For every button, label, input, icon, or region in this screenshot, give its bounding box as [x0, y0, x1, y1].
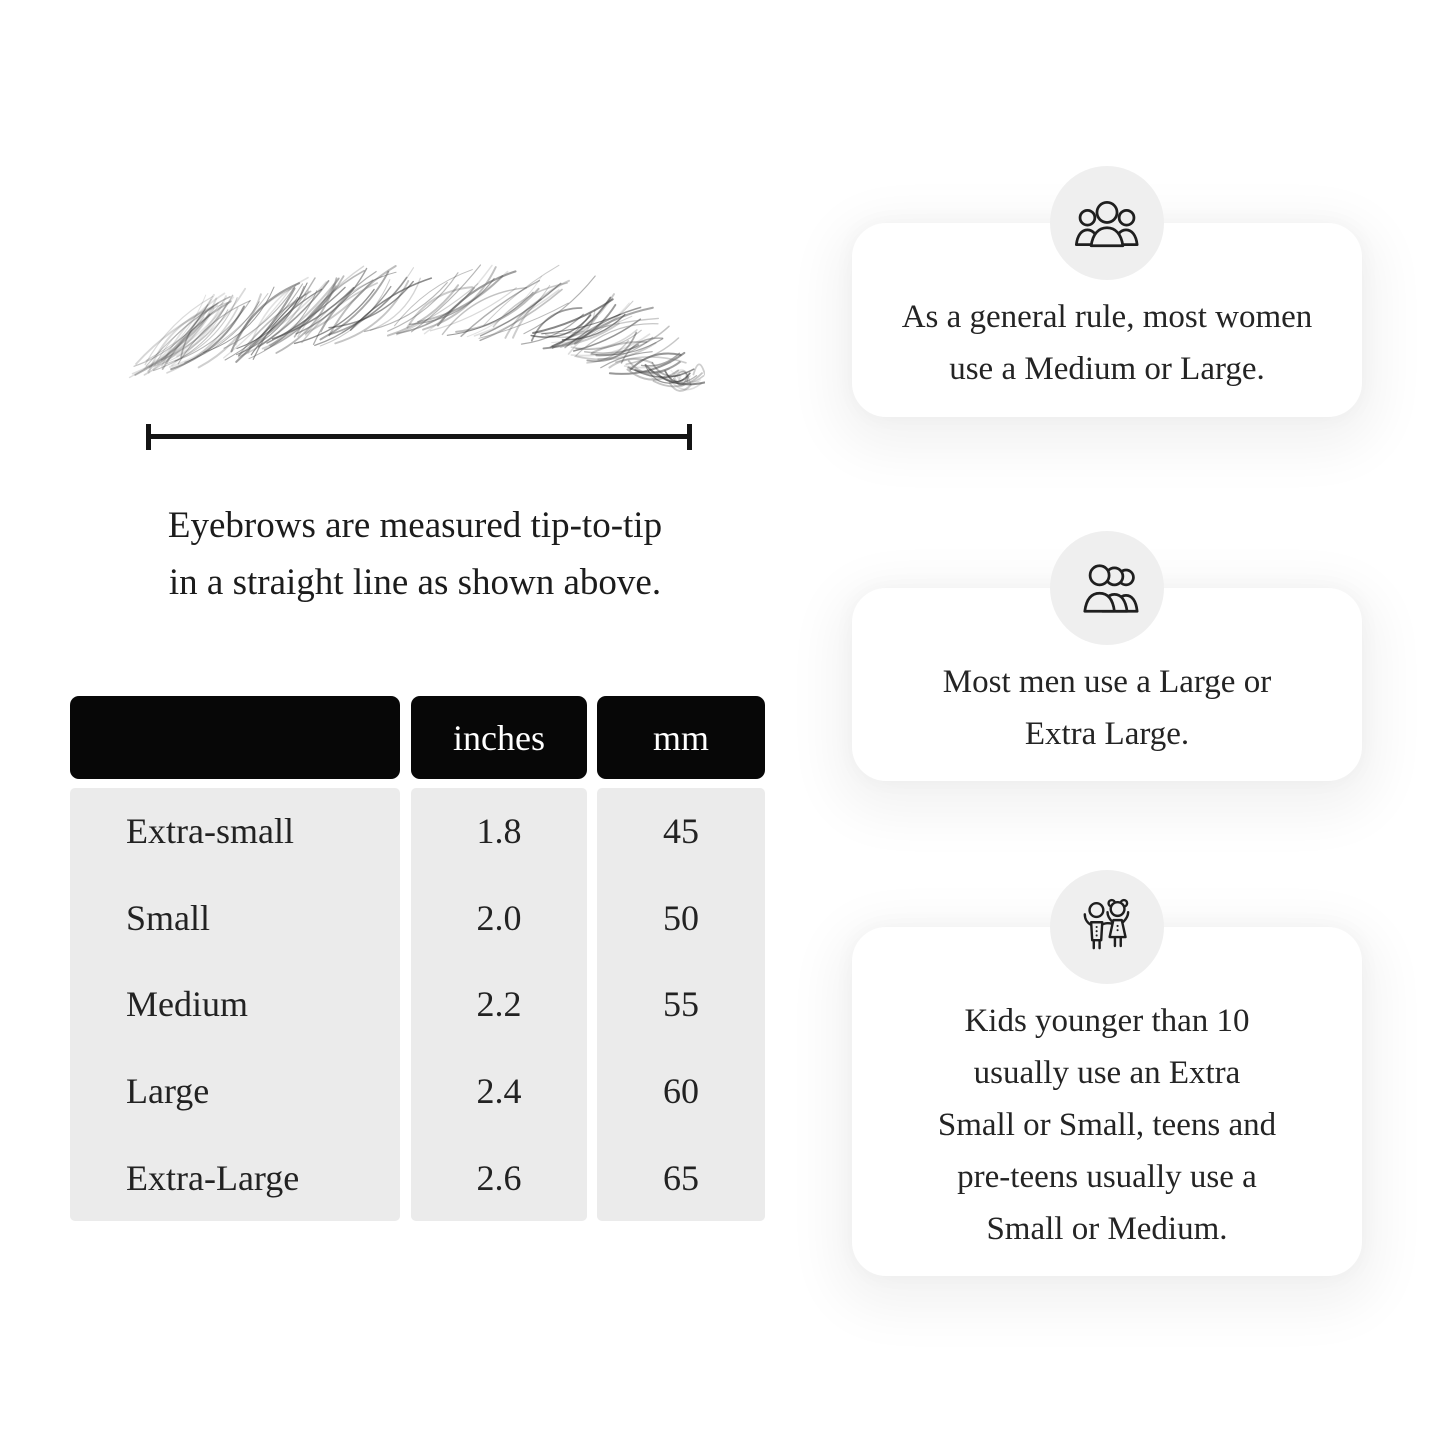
table-cell-mm-value: 65: [663, 1157, 699, 1198]
table-cell-mm-value: 55: [663, 984, 699, 1025]
table-header-mm: mm: [597, 696, 765, 779]
table-cell-inches-value: 2.2: [476, 984, 522, 1025]
info-card-men-text: Most men use a Large or Extra Large.: [942, 663, 1272, 752]
table-cell-size-label: Small: [126, 897, 211, 938]
table-column-inches: 1.8 2.0 2.2 2.4 2.6: [411, 788, 587, 1221]
children-icon: [1050, 870, 1164, 984]
table-cell-size-label: Extra-Large: [126, 1157, 300, 1198]
table-cell-mm-value: 45: [663, 811, 699, 852]
table-cell-size-label: Large: [126, 1071, 210, 1112]
measurement-line-right-tick: [687, 424, 692, 450]
table-header-inches-label: inches: [453, 717, 545, 758]
men-group-icon-glyph: [1083, 564, 1139, 613]
info-card-women: As a general rule, most women use a Medi…: [852, 223, 1362, 417]
table-cell-mm-value: 60: [663, 1071, 699, 1112]
table-column-size: Extra-small Small Medium Large Extra-Lar…: [70, 788, 400, 1221]
children-icon-glyph: [1083, 898, 1130, 950]
table-cell-size-label: Medium: [126, 984, 248, 1025]
table-cell-inches-value: 2.6: [476, 1157, 522, 1198]
info-card-kids: Kids younger than 10 usually use an Extr…: [852, 927, 1362, 1276]
table-header-mm-label: mm: [652, 717, 709, 758]
measurement-caption: Eyebrows are measured tip-to-tip in a st…: [167, 505, 663, 603]
info-card-kids-text: Kids younger than 10 usually use an Extr…: [937, 1002, 1277, 1247]
table-cell-mm-value: 50: [663, 897, 699, 938]
women-group-icon: [1050, 166, 1164, 280]
table-cell-inches-value: 2.0: [476, 897, 522, 938]
eyebrow-illustration: [128, 264, 705, 392]
men-group-icon: [1050, 531, 1164, 645]
measurement-line: [146, 434, 692, 439]
table-cell-size-label: Extra-small: [126, 811, 294, 852]
table-cell-inches-value: 1.8: [476, 811, 522, 852]
info-card-women-text: As a general rule, most women use a Medi…: [901, 299, 1313, 387]
table-header-inches: inches: [411, 696, 587, 779]
table-column-mm: 45 50 55 60 65: [597, 788, 765, 1221]
table-header-size: [70, 696, 400, 779]
table-cell-inches-value: 2.4: [476, 1071, 522, 1112]
women-group-icon-glyph: [1074, 201, 1139, 248]
